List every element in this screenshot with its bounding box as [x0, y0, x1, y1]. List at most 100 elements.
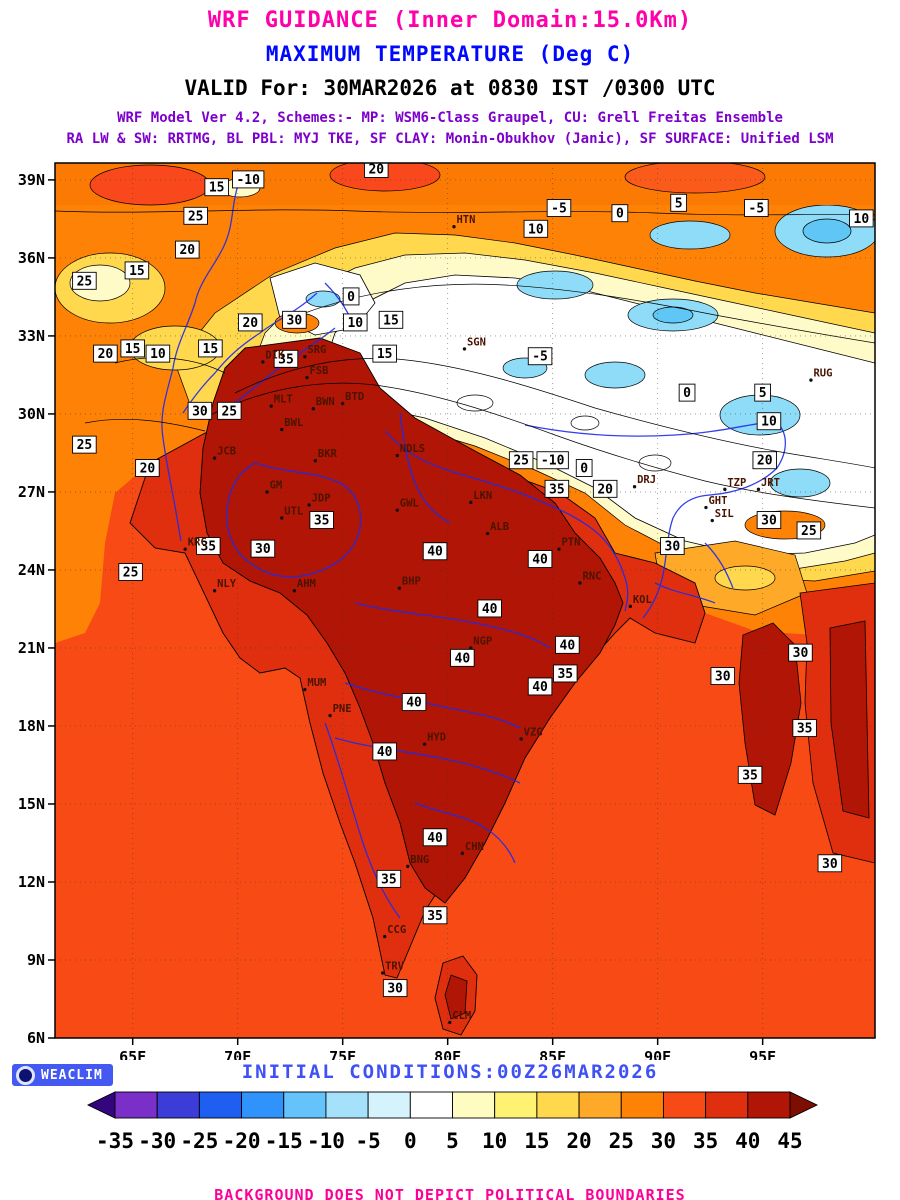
svg-text:PTN: PTN	[561, 537, 580, 549]
lat-tick-label: 18N	[18, 717, 45, 735]
lat-tick-label: 9N	[27, 951, 45, 969]
svg-text:-5: -5	[749, 202, 765, 217]
svg-text:30: 30	[822, 857, 838, 872]
svg-text:40: 40	[427, 831, 443, 846]
colorbar-segment	[452, 1091, 496, 1119]
svg-text:BNG: BNG	[410, 854, 429, 866]
svg-text:MLT: MLT	[274, 394, 293, 406]
colorbar-segment	[409, 1091, 453, 1119]
svg-text:30: 30	[761, 514, 777, 529]
contour-label: 15	[124, 261, 150, 280]
svg-text:30: 30	[192, 404, 208, 419]
svg-text:40: 40	[532, 553, 548, 568]
lat-tick-label: 33N	[18, 327, 45, 345]
svg-text:30: 30	[255, 542, 271, 557]
contour-label: 20	[135, 459, 160, 477]
svg-text:VZG: VZG	[524, 726, 543, 738]
temperature-map: 20 15 -10 25 10 -5 0 5 -5 10 20 15 25 30 20 10 15 0 20 15 10…	[18, 162, 876, 1060]
map-contour-labels: 20 15 -10 25 10 -5 0 5 -5 10 20 15 25 30 20 10 15 0 20 15 10…	[72, 163, 874, 998]
station-marker: PTN	[557, 537, 580, 551]
svg-text:35: 35	[278, 352, 294, 367]
colorbar-tick-label: 0	[404, 1129, 417, 1153]
lat-tick-label: 39N	[18, 171, 45, 189]
contour-label: 40	[422, 542, 448, 561]
contour-label: 10	[145, 344, 171, 363]
station-marker: BTD	[340, 391, 364, 406]
svg-text:5: 5	[675, 196, 683, 211]
svg-text:20: 20	[242, 316, 258, 331]
svg-text:CCG: CCG	[387, 924, 406, 936]
page-subtitle: MAXIMUM TEMPERATURE (Deg C)	[265, 42, 635, 66]
svg-text:BWL: BWL	[284, 417, 303, 429]
svg-text:15: 15	[209, 181, 225, 196]
station-marker: JDP	[307, 492, 331, 507]
contour-label: 40	[422, 828, 448, 847]
svg-text:0: 0	[616, 207, 624, 222]
svg-text:NLY: NLY	[217, 578, 237, 590]
colorbar-tick-label: 30	[651, 1129, 676, 1153]
model-config-line1: WRF Model Ver 4.2, Schemes:- MP: WSM6-Cl…	[117, 110, 783, 126]
svg-text:0: 0	[580, 462, 588, 477]
colorbar-tick-label: 15	[524, 1129, 549, 1153]
contour-label: 15	[372, 344, 397, 363]
svg-text:40: 40	[560, 638, 576, 653]
station-marker: KRC	[183, 537, 207, 551]
colorbar-tick-label: 10	[482, 1129, 507, 1153]
contour-label: 35	[737, 765, 763, 784]
svg-text:30: 30	[715, 670, 731, 685]
svg-text:35: 35	[549, 482, 565, 497]
station-marker: JCB	[212, 446, 236, 460]
contour-label: 40	[450, 648, 475, 667]
svg-text:20: 20	[98, 347, 114, 362]
contour-label: 40	[477, 599, 502, 618]
contour-label: 25	[183, 206, 208, 225]
valid-time-line: VALID For: 30MAR2026 at 0830 IST /0300 U…	[184, 76, 716, 100]
contour-label: 20	[93, 344, 118, 363]
station-marker: ALB	[485, 521, 509, 536]
map-fill-sri-lanka	[434, 955, 478, 1036]
station-marker: NDLS	[395, 443, 425, 458]
contour-label: 15	[198, 339, 223, 358]
lat-tick-label: 27N	[18, 483, 45, 501]
svg-text:40: 40	[455, 651, 471, 666]
svg-text:10: 10	[528, 222, 544, 237]
station-marker: DRJ	[632, 474, 656, 489]
colorbar-segment	[156, 1091, 200, 1119]
svg-text:10: 10	[150, 347, 166, 362]
svg-text:25: 25	[188, 209, 204, 224]
contour-label: 15	[378, 310, 404, 329]
contour-label: 30	[710, 667, 736, 686]
colorbar-tick-label: 20	[566, 1129, 591, 1153]
contour-label: 30	[187, 401, 213, 420]
lon-tick-label: 85E	[539, 1048, 566, 1060]
svg-text:10: 10	[761, 415, 777, 430]
svg-text:30: 30	[287, 313, 303, 328]
svg-text:SRG: SRG	[307, 344, 326, 356]
svg-text:5: 5	[759, 386, 767, 401]
station-marker: CCG	[382, 924, 406, 939]
colorbar: -35 -30 -25 -20 -15 -10 -5 0 5 10 15 20 25 30 35 40 45	[86, 1091, 819, 1153]
svg-text:GWL: GWL	[400, 498, 419, 510]
colorbar-tick-label: 5	[446, 1129, 459, 1153]
lon-tick-label: 70E	[224, 1048, 251, 1060]
station-marker: BWL	[280, 417, 303, 432]
station-marker: CHN	[460, 841, 484, 856]
lon-tick-label: 95E	[749, 1048, 776, 1060]
weaclim-logo[interactable]: WEACLIM	[12, 1064, 113, 1086]
contour-label: 25	[72, 271, 97, 290]
svg-text:35: 35	[557, 667, 573, 682]
contour-label: -5	[527, 347, 553, 366]
colorbar-segment	[198, 1091, 243, 1119]
svg-text:GM: GM	[270, 479, 283, 491]
lat-tick-label: 24N	[18, 561, 45, 579]
station-marker: AHM	[292, 578, 316, 593]
colorbar-tick-label: -25	[180, 1129, 218, 1153]
svg-text:30: 30	[387, 982, 403, 997]
svg-text:AHM: AHM	[297, 578, 316, 590]
svg-text:HTN: HTN	[456, 214, 475, 226]
contour-label: 0	[575, 459, 593, 477]
svg-text:35: 35	[314, 514, 330, 529]
station-marker: RNC	[578, 570, 601, 585]
colorbar-segment	[325, 1091, 369, 1119]
